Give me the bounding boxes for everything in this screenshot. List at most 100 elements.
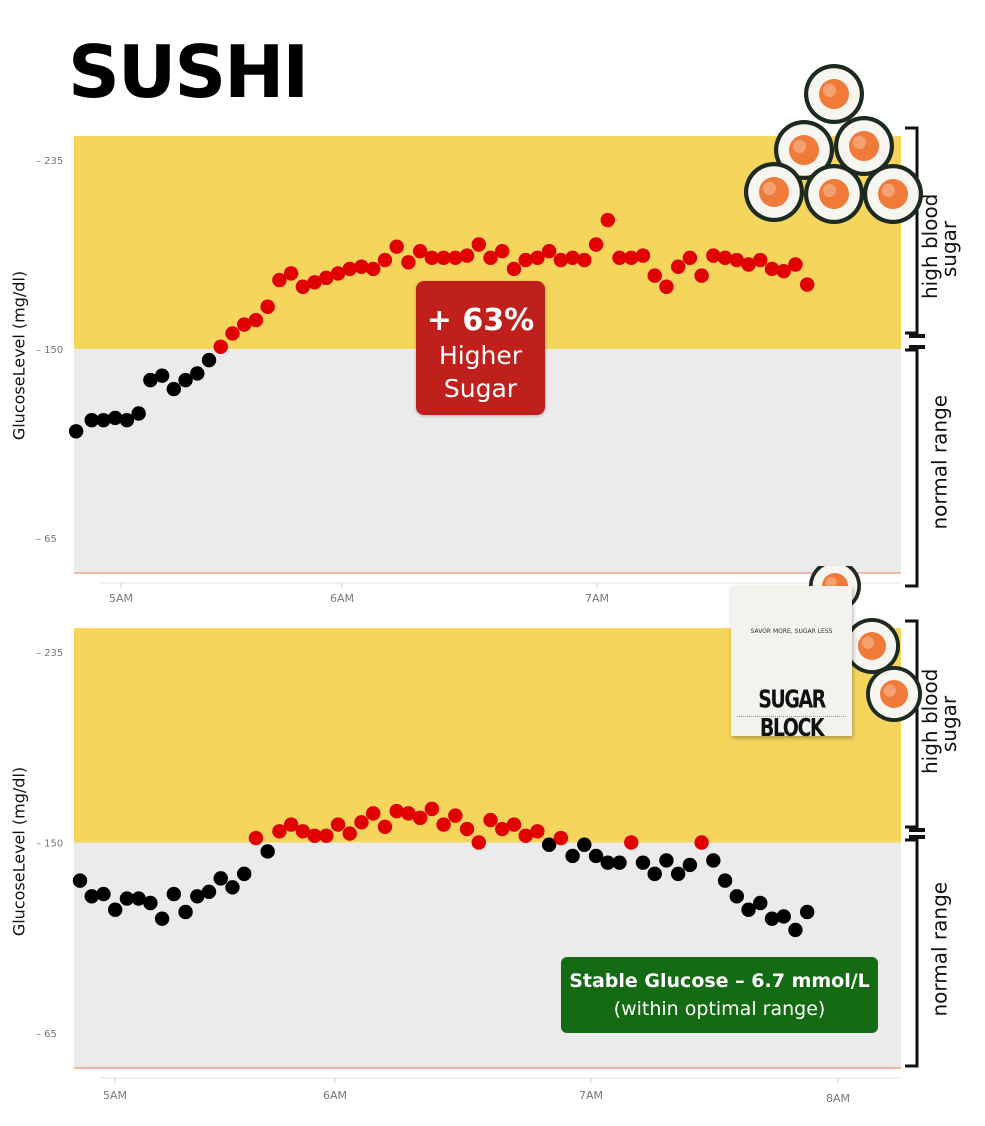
glucose-point	[107, 902, 123, 917]
glucose-point	[283, 817, 299, 832]
y-tick-label: – 65	[36, 534, 57, 545]
y-tick-label: – 150	[36, 839, 63, 850]
glucose-point	[799, 904, 815, 920]
glucose-point	[166, 381, 182, 397]
glucose-point	[377, 252, 393, 268]
x-tick-label: 7AM	[585, 592, 609, 605]
sugar-block-product: SAVOR MORE, SUGAR LESS SUGAR BLOCK	[731, 586, 852, 743]
glucose-point	[565, 848, 580, 864]
higher-sugar-badge: + 63% Higher Sugar	[416, 281, 545, 415]
glucose-point	[495, 243, 510, 259]
glucose-point	[448, 808, 463, 823]
bottom-normal-label: normal range	[927, 881, 952, 1017]
glucose-point	[483, 812, 498, 828]
glucose-point	[588, 848, 604, 864]
glucose-point	[624, 250, 639, 266]
x-tick-label: 8AM	[826, 1092, 850, 1105]
glucose-point	[588, 237, 604, 252]
glucose-point	[776, 263, 791, 279]
glucose-point	[119, 412, 135, 428]
glucose-point	[72, 873, 88, 888]
glucose-point	[272, 824, 287, 839]
glucose-point	[342, 261, 357, 277]
sushi-roll-icon	[774, 120, 834, 180]
bottom-glucose-chart: – 235 – 150 – 65 5AM 6AM 7AM 8AM	[36, 628, 901, 1105]
glucose-point	[799, 277, 815, 292]
sushi-roll-icon	[804, 64, 864, 124]
glucose-point	[459, 248, 475, 263]
glucose-point	[237, 317, 252, 332]
glucose-point	[647, 866, 662, 882]
glucose-point	[717, 873, 733, 888]
glucose-point	[764, 261, 780, 277]
sushi-roll-icon	[804, 164, 864, 224]
glucose-point	[635, 855, 651, 870]
glucose-point	[319, 828, 334, 843]
product-brand: SUGAR BLOCK	[758, 685, 826, 743]
glucose-point	[84, 889, 99, 904]
glucose-point	[741, 257, 756, 272]
glucose-point	[283, 266, 299, 281]
glucose-point	[178, 904, 193, 920]
glucose-point	[753, 252, 768, 268]
sushi-roll-icon	[844, 618, 900, 674]
glucose-point	[647, 268, 662, 283]
y-tick-label: – 235	[36, 156, 63, 167]
glucose-point	[659, 853, 674, 868]
glucose-point	[729, 889, 744, 904]
glucose-point	[600, 855, 615, 870]
glucose-point	[553, 252, 569, 268]
glucose-point	[682, 857, 698, 873]
glucose-point	[190, 889, 205, 904]
glucose-point	[459, 821, 475, 837]
glucose-point	[682, 250, 698, 266]
glucose-point	[201, 884, 217, 900]
glucose-point	[143, 895, 158, 911]
glucose-point	[213, 871, 228, 886]
y-tick-label: – 65	[36, 1029, 57, 1040]
y-tick-label: – 235	[36, 648, 63, 659]
glucose-point	[600, 212, 615, 228]
glucose-point	[659, 279, 674, 294]
glucose-point	[412, 810, 428, 826]
stable-glucose-badge: Stable Glucose – 6.7 mmol/L (within opti…	[561, 957, 878, 1033]
glucose-point	[225, 326, 240, 341]
glucose-point	[260, 299, 275, 314]
glucose-point	[635, 248, 651, 263]
glucose-point	[389, 803, 404, 819]
glucose-point	[694, 268, 709, 283]
glucose-point	[541, 243, 557, 259]
glucose-point	[225, 880, 240, 895]
glucose-point	[342, 826, 357, 841]
glucose-point	[96, 886, 111, 902]
top-normal-bracket	[905, 348, 919, 588]
glucose-point	[670, 866, 686, 882]
glucose-point	[295, 279, 311, 294]
glucose-point	[624, 835, 639, 850]
glucose-point	[436, 817, 451, 832]
product-tagline: SAVOR MORE, SUGAR LESS	[750, 628, 833, 635]
glucose-point	[143, 372, 158, 388]
glucose-point	[753, 895, 768, 911]
optimal-range-text: (within optimal range)	[613, 998, 826, 1020]
glucose-point	[307, 828, 322, 843]
glucose-point	[295, 824, 311, 839]
glucose-point	[272, 272, 287, 288]
product-fine-print	[737, 716, 846, 720]
glucose-point	[788, 257, 803, 272]
x-tick-label: 5AM	[109, 592, 133, 605]
glucose-point	[788, 922, 803, 938]
x-tick-label: 5AM	[103, 1089, 127, 1102]
glucose-point	[495, 821, 510, 837]
glucose-point	[541, 837, 557, 852]
y-tick-label: – 150	[36, 345, 63, 356]
glucose-point	[553, 830, 569, 846]
glucose-point	[612, 250, 627, 266]
sushi-roll-icon	[866, 666, 922, 722]
glucose-point	[717, 250, 733, 266]
top-high-bracket	[905, 126, 919, 335]
bottom-normal-bracket	[905, 838, 919, 1068]
glucose-point	[201, 352, 217, 368]
sushi-roll-icon	[834, 116, 894, 176]
